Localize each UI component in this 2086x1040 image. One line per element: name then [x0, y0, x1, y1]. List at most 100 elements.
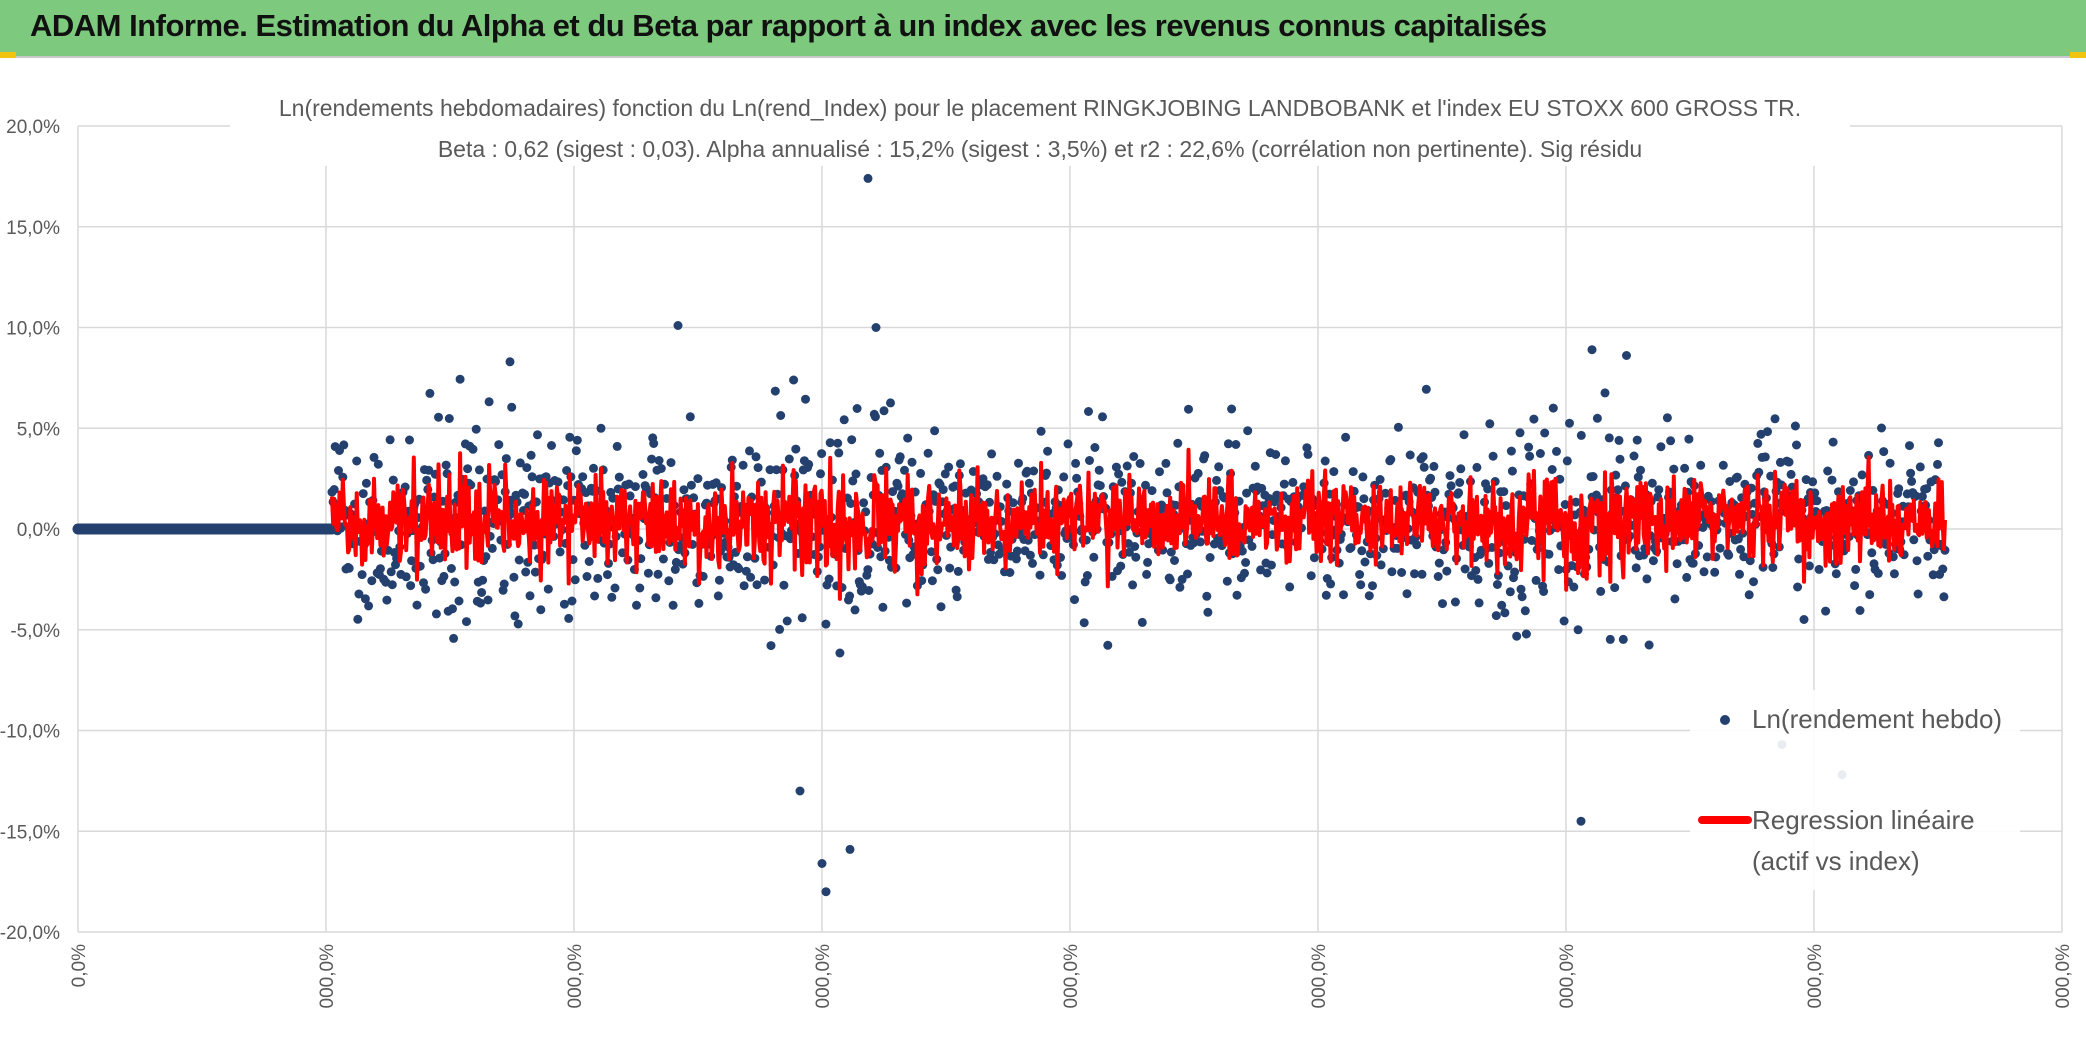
scatter-point	[449, 633, 459, 643]
scatter-point	[567, 596, 577, 606]
scatter-point	[1141, 480, 1150, 490]
scatter-point	[839, 415, 849, 425]
scatter-point	[789, 375, 799, 385]
scatter-point	[559, 599, 569, 609]
scatter-point	[955, 459, 965, 469]
scatter-point	[1434, 558, 1444, 568]
scatter-point	[670, 565, 680, 574]
scatter-point	[1696, 460, 1706, 470]
chart-title: Ln(rendements hebdomadaires) fonction du…	[279, 95, 1801, 121]
scatter-point	[1688, 558, 1698, 568]
scatter-point	[1223, 439, 1233, 449]
scatter-point	[1161, 458, 1171, 468]
scatter-point	[1241, 558, 1251, 567]
scatter-point	[1103, 640, 1113, 650]
scatter-point	[1417, 569, 1427, 579]
scatter-point	[649, 439, 659, 448]
scatter-point	[1938, 564, 1948, 574]
scatter-point	[1670, 594, 1680, 604]
x-tick-label: 000,0%	[317, 944, 338, 1009]
scatter-point	[1285, 582, 1295, 592]
scatter-point	[360, 594, 370, 604]
scatter-point	[513, 619, 523, 629]
scatter-point	[1202, 591, 1212, 601]
scatter-point	[879, 406, 889, 416]
scatter-point	[1799, 615, 1809, 624]
scatter-point	[1271, 450, 1281, 459]
scatter-point	[1114, 469, 1124, 479]
scatter-point	[1320, 456, 1330, 466]
scatter-point	[638, 470, 648, 479]
scatter-point	[1699, 567, 1709, 577]
scatter-point	[1193, 468, 1203, 478]
scatter-point	[940, 469, 950, 479]
scatter-point	[804, 459, 814, 469]
scatter-point	[1644, 640, 1654, 650]
scatter-point	[1753, 438, 1763, 448]
scatter-point	[1907, 476, 1917, 486]
scatter-point	[632, 600, 641, 610]
y-tick-label: 5,0%	[17, 419, 60, 440]
scatter-point	[859, 498, 869, 508]
scatter-point	[1360, 557, 1370, 567]
scatter-point	[1043, 446, 1053, 456]
scatter-point	[1122, 461, 1132, 471]
scatter-point	[1090, 443, 1100, 452]
scatter-point	[1786, 469, 1796, 479]
scatter-point	[1079, 618, 1089, 628]
scatter-point	[357, 570, 367, 580]
scatter-point	[570, 575, 580, 585]
scatter-point	[1309, 553, 1319, 563]
scatter-point	[679, 485, 689, 495]
scatter-point	[745, 446, 754, 456]
scatter-point	[1116, 561, 1126, 571]
scatter-point	[1732, 472, 1742, 482]
scatter-point	[1576, 816, 1586, 826]
scatter-point	[1214, 462, 1224, 472]
scatter-point	[666, 458, 676, 468]
scatter-point	[1171, 500, 1181, 510]
scatter-point	[1143, 557, 1153, 567]
scatter-point	[1828, 437, 1838, 447]
scatter-point	[1488, 451, 1498, 461]
scatter-point	[775, 624, 785, 634]
scatter-point	[1321, 590, 1331, 600]
scatter-point	[1070, 595, 1079, 605]
scatter-point	[1629, 451, 1639, 461]
scatter-point	[1405, 450, 1415, 460]
x-tick-label: 000,0%	[2053, 944, 2074, 1009]
scatter-point	[1588, 472, 1598, 481]
scatter-point	[1500, 608, 1510, 618]
scatter-point	[1339, 590, 1348, 600]
scatter-point	[1418, 452, 1428, 462]
scatter-point	[1227, 404, 1237, 414]
chart-subtitle: Beta : 0,62 (sigest : 0,03). Alpha annua…	[438, 136, 1642, 162]
scatter-point	[1012, 546, 1022, 556]
scatter-point	[653, 569, 663, 579]
scatter-point	[673, 321, 683, 330]
scatter-point	[886, 398, 895, 408]
scatter-point	[1666, 436, 1676, 446]
scatter-point	[530, 567, 540, 577]
scatter-point	[1240, 568, 1249, 578]
scatter-point	[895, 452, 905, 462]
scatter-point	[1614, 435, 1624, 445]
scatter-point	[387, 580, 397, 590]
header-bar: ADAM Informe. Estimation du Alpha et du …	[0, 0, 2086, 58]
scatter-point	[821, 619, 831, 629]
scatter-point	[900, 465, 909, 475]
scatter-point	[738, 460, 748, 470]
scatter-point	[766, 641, 776, 651]
scatter-point	[1346, 543, 1356, 553]
scatter-point	[871, 323, 881, 332]
scatter-point	[584, 557, 594, 566]
scatter-point	[1410, 569, 1419, 579]
scatter-point	[1562, 456, 1572, 466]
scatter-point	[1909, 535, 1919, 545]
scatter-point	[1257, 483, 1267, 493]
scatter-point	[863, 565, 873, 575]
scatter-point	[1002, 479, 1012, 489]
scatter-point	[369, 452, 379, 462]
scatter-point	[1082, 571, 1092, 580]
scatter-point	[510, 611, 520, 621]
